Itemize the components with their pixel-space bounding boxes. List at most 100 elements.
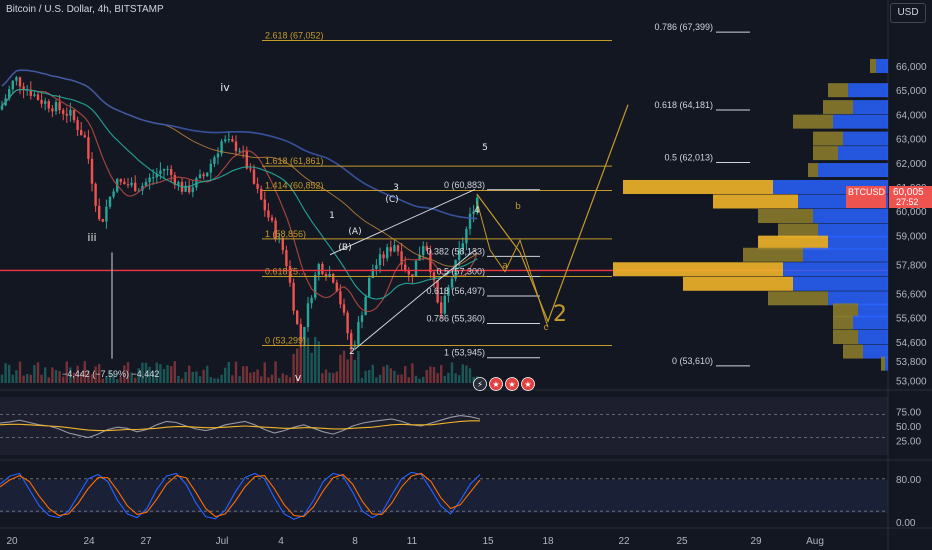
candle-body <box>188 185 191 193</box>
volume-bar <box>458 375 461 383</box>
volume-bar <box>274 361 277 383</box>
volume-profile-bar-up <box>808 163 818 178</box>
volume-profile-bar-up <box>881 356 885 371</box>
candle-body <box>126 184 130 186</box>
volume-bar <box>65 361 68 383</box>
candle-body <box>458 249 461 260</box>
stoch-tick-label: 80.00 <box>896 475 921 486</box>
volume-bar <box>29 374 32 383</box>
candle-body <box>443 295 446 314</box>
volume-bar <box>36 362 40 383</box>
candle-body <box>407 270 410 275</box>
candle-body <box>152 177 155 179</box>
fib-level-label: 1 (53,945) <box>444 348 485 358</box>
fib-level-label: 1.618 (61,861) <box>265 156 324 166</box>
y-tick-label: 66,000 <box>896 62 927 73</box>
volume-bar <box>263 362 266 383</box>
us-flag-icon <box>489 377 503 391</box>
candle-body <box>368 278 371 297</box>
volume-bar <box>321 373 324 383</box>
candle-body <box>303 326 306 340</box>
x-tick-label: 20 <box>6 536 18 547</box>
fib-level-label: 0.786 (67,399) <box>654 22 713 32</box>
candle-body <box>375 265 378 270</box>
volume-profile-bar-down <box>858 330 888 345</box>
volume-bar <box>324 369 328 383</box>
volume-profile-bar-down <box>843 131 888 146</box>
y-tick-label: 56,600 <box>896 289 927 300</box>
y-tick-label: 62,000 <box>896 159 927 170</box>
volume-bar <box>58 371 61 383</box>
volume-profile-bar-up <box>758 209 813 224</box>
candle-body <box>328 273 331 277</box>
volume-profile-bar-down <box>793 276 888 291</box>
volume-bar <box>371 364 374 383</box>
wave-label: b <box>515 202 521 212</box>
candle-body <box>33 94 36 96</box>
candle-body <box>476 197 479 212</box>
rsi-series-line <box>0 415 481 439</box>
candle-body <box>274 220 277 239</box>
volume-profile-bar-up <box>833 330 858 345</box>
volume-bar <box>396 374 400 383</box>
volume-bar <box>101 378 104 383</box>
volume-profile-bar-down <box>853 100 888 115</box>
candle-body <box>288 265 292 283</box>
candle-body <box>72 109 76 121</box>
candle-body <box>162 169 166 171</box>
candle-body <box>69 109 72 116</box>
volume-profile-bar-up <box>828 83 848 98</box>
moving-average-line <box>1 88 478 313</box>
candle-body <box>396 245 400 252</box>
candle-body <box>382 254 385 259</box>
candle-body <box>267 210 270 218</box>
volume-bar <box>180 378 184 383</box>
volume-profile-bar-down <box>853 315 888 330</box>
candle-body <box>51 108 54 112</box>
volume-bar <box>267 377 270 383</box>
volume-bar <box>414 375 418 383</box>
fib-level-label: 0 (60,883) <box>444 180 485 190</box>
stoch-series-line <box>0 472 481 518</box>
volume-bar <box>328 372 331 383</box>
moving-average-line <box>1 88 478 300</box>
volume-bar <box>4 363 7 383</box>
volume-bar <box>216 378 220 383</box>
candle-body <box>166 168 169 170</box>
volume-profile-bar-up <box>813 146 838 161</box>
candle-body <box>292 282 295 311</box>
volume-bar <box>317 341 320 383</box>
volume-bar <box>90 374 94 383</box>
candle-body <box>22 86 25 91</box>
volume-bar <box>213 378 216 383</box>
candle-body <box>252 169 256 184</box>
volume-bar <box>170 366 173 383</box>
volume-bar <box>353 359 356 383</box>
volume-bar <box>335 371 338 383</box>
fib-level-label: 0.382 (58,133) <box>426 246 485 256</box>
volume-bar <box>454 373 457 383</box>
volume-bar <box>400 374 403 383</box>
fib-level-label: 0.786 (55,360) <box>426 313 485 323</box>
volume-bar <box>339 354 342 383</box>
candle-body <box>342 304 346 313</box>
us-flag-icon-glyph: ★ <box>492 380 499 389</box>
currency-button[interactable]: USD <box>890 3 926 23</box>
volume-profile-bar-up <box>833 303 858 318</box>
candle-body <box>177 181 180 185</box>
volume-bar <box>83 361 86 383</box>
volume-bar <box>15 370 18 383</box>
volume-bar <box>245 366 248 383</box>
volume-bar <box>144 362 148 383</box>
candle-body <box>134 182 137 192</box>
volume-profile-bar-up <box>833 315 853 330</box>
candle-body <box>195 178 198 188</box>
x-tick-label: 8 <box>352 536 358 547</box>
candle-body <box>364 296 367 316</box>
volume-bar <box>148 366 151 383</box>
candle-body <box>324 274 328 277</box>
moving-average-line <box>1 69 478 220</box>
candle-body <box>87 137 90 159</box>
volume-bar <box>310 352 313 383</box>
